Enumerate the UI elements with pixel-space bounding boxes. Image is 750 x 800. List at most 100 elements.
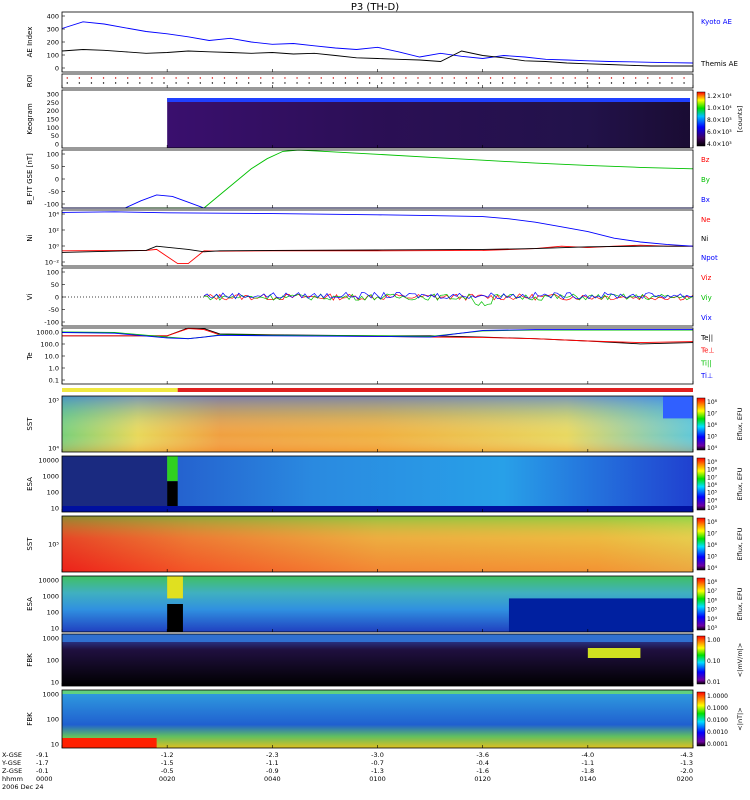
panel-te: Te 1000.0 100.0 10.0 1.0 0.1 Te|| Te⊥ Ti|| Ti⊥ — [26, 327, 715, 385]
ytick-label: 10⁴ — [48, 445, 59, 453]
roi-dot — [296, 77, 298, 79]
y-gse-value: -1.7 — [36, 759, 49, 767]
roi-dot — [356, 77, 359, 79]
roi-dot — [187, 82, 189, 84]
ylabel-ni: Ni — [26, 234, 34, 241]
z-gse-value: -1.8 — [581, 767, 594, 775]
series-Vix — [203, 291, 694, 300]
colorbar-tick-label: 10³ — [707, 625, 718, 632]
ytick-label: 1000.0 — [36, 329, 59, 337]
roi-dot — [550, 82, 552, 84]
spectrogram-cell — [508, 598, 693, 632]
ytick-label: 150 — [47, 116, 59, 124]
colorbar-tick-label: 1.0000 — [707, 693, 728, 700]
spectrogram-cell — [62, 516, 693, 572]
roi-dot — [562, 77, 564, 79]
ytick-label: 0 — [55, 65, 59, 73]
colorbar-scale — [696, 635, 706, 685]
roi-dot — [586, 82, 589, 84]
ylabel-esa-e: ESA — [26, 477, 34, 491]
colorbar-tick-label: 10⁷ — [707, 474, 718, 481]
colorbar-fbk-e: 1.00 0.10 0.01 <|mV/m|> — [696, 635, 744, 686]
ytick-label: 10⁴ — [48, 211, 59, 219]
roi-dot — [78, 77, 81, 79]
colorbars: 1.2×10⁴ 1.0×10⁴ 8.0×10³ 6.0×10³ 4.0×10³ [coun… — [696, 91, 744, 748]
roi-dot — [598, 77, 601, 79]
colorbar-tick-label: 10⁸ — [707, 579, 718, 586]
panel-border — [61, 149, 694, 209]
series-Viz — [203, 293, 694, 301]
legend-entry: Npot — [701, 254, 718, 262]
panel-fbk-b: FBK 1000 100 10 — [26, 689, 694, 749]
roi-dot — [659, 77, 661, 79]
roi-dot — [127, 82, 129, 84]
colorbar-esa-i: 10⁸ 10⁷ 10⁶ 10⁵ 10⁴ 10³ Eflux, EFU — [696, 577, 744, 632]
roi-dot — [501, 82, 504, 84]
spectrogram-cell — [167, 604, 183, 632]
roi-dot — [538, 77, 540, 79]
colorbar-tick-label: 0.0001 — [707, 741, 728, 748]
y-gse-value: -1.1 — [266, 759, 279, 767]
ytick-label: 1000 — [42, 593, 59, 601]
ytick-label: 50 — [51, 163, 59, 171]
ytick-label: 0.1 — [49, 377, 59, 385]
colorbar-label: Eflux, EFU — [736, 407, 744, 440]
colorbar-tick-label: 10⁶ — [707, 542, 718, 549]
roi-dot — [634, 82, 637, 84]
ylabel-roi: ROI — [26, 75, 34, 87]
colorbar-sst-i: 10⁸ 10⁷ 10⁶ 10⁵ 10⁴ Eflux, EFU — [696, 517, 744, 572]
roi-dot — [550, 77, 552, 79]
series-Bx — [62, 194, 693, 209]
roi-dot — [260, 77, 262, 79]
z-gse-value: -0.5 — [161, 767, 174, 775]
ytick-label: 300 — [47, 91, 59, 99]
ylabel-vi: Vi — [26, 294, 34, 301]
colorbar-tick-label: 10⁷ — [707, 411, 718, 418]
roi-dot — [477, 77, 480, 79]
roi-dot — [151, 77, 153, 79]
spectrogram-cell — [663, 396, 693, 419]
roi-dot — [368, 82, 371, 84]
x-row-label: hhmm — [2, 775, 23, 783]
legend-entry: Vix — [701, 314, 712, 322]
colorbar-tick-label: 4.0×10³ — [707, 141, 732, 148]
colorbar-tick-label: 1.2×10⁴ — [707, 93, 732, 100]
ytick-label: 100 — [47, 716, 59, 724]
roi-dot — [368, 77, 371, 79]
roi-dot — [344, 77, 347, 79]
roi-dot — [127, 77, 129, 79]
ytick-label: 400 — [47, 13, 59, 21]
panel-ae: AE Index 400 300 200 100 0 Kyoto AE Themis AE — [26, 11, 738, 73]
roi-dot — [683, 77, 685, 79]
colorbar-tick-label: 10⁵ — [707, 554, 718, 561]
roi-dot — [381, 82, 383, 84]
colorbar-tick-label: 10⁵ — [707, 434, 718, 441]
roi-dot — [175, 77, 177, 79]
colorbar-tick-label: 1.0×10⁴ — [707, 105, 732, 112]
roi-dot — [538, 82, 540, 84]
colorbar-scale — [696, 517, 706, 571]
ytick-label: 1000 — [42, 635, 59, 643]
colorbar-label: <|nT|> — [736, 707, 744, 730]
legend-entry: Ne — [701, 216, 711, 224]
colorbar-tick-label: 10⁵ — [707, 490, 718, 497]
colorbar-scale — [696, 397, 706, 451]
roi-dot — [66, 77, 68, 79]
panel-sst-e: SST 10⁵ 10⁴ — [26, 395, 694, 453]
colorbar-scale — [696, 457, 706, 511]
ytick-label: 10⁵ — [48, 541, 59, 549]
spectrogram-cell — [62, 690, 693, 694]
roi-dot — [114, 77, 117, 79]
colorbar-tick-label: 10⁴ — [707, 565, 718, 572]
x-gse-value: -2.3 — [266, 751, 279, 759]
panel-sst-i: SST 10⁵ — [26, 515, 694, 573]
roi-dot — [211, 77, 214, 79]
ylabel-sst-e: SST — [26, 417, 34, 431]
roi-dot — [477, 82, 480, 84]
roi-dot — [139, 82, 141, 84]
roi-dot — [574, 77, 576, 79]
ylabel-esa-i: ESA — [26, 597, 34, 611]
